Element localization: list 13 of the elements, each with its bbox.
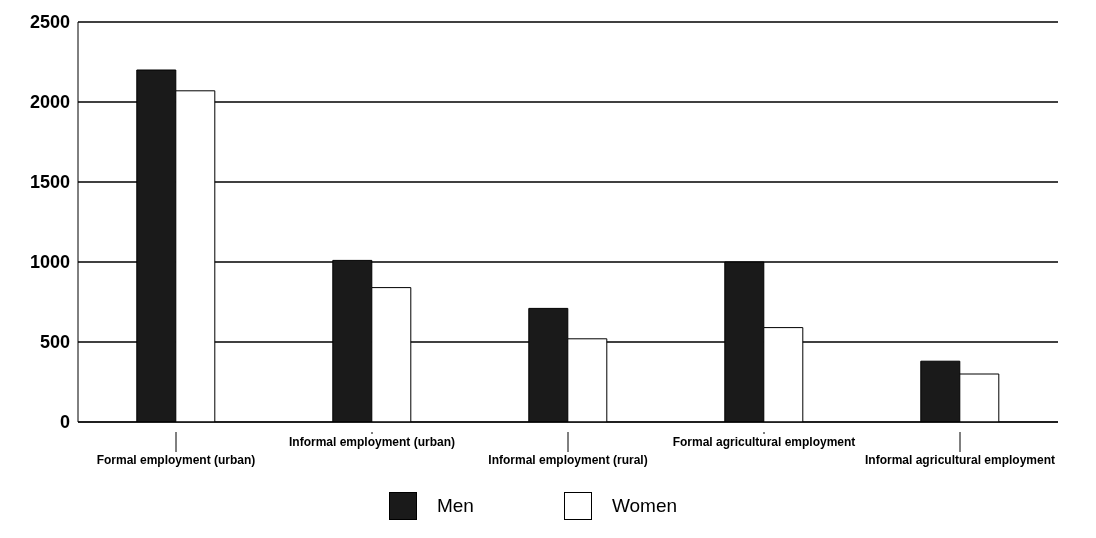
legend-label: Men: [436, 495, 474, 517]
x-tick-label: Formal agricultural employment: [672, 435, 856, 449]
y-tick-label: 500: [39, 332, 70, 353]
legend-label: Women: [611, 495, 678, 517]
x-tick-label: Informal agricultural employment: [864, 453, 1056, 467]
x-tick-label: Informal employment (rural): [488, 453, 648, 467]
y-tick-label: 0: [59, 412, 70, 433]
y-tick-label: 2000: [29, 92, 70, 113]
x-tick-label: Informal employment (urban): [288, 435, 456, 449]
y-tick-label: 1500: [29, 172, 70, 193]
x-tick-label: Formal employment (urban): [96, 453, 256, 467]
y-tick-label: 1000: [29, 252, 70, 273]
y-tick-label: 2500: [29, 12, 70, 33]
